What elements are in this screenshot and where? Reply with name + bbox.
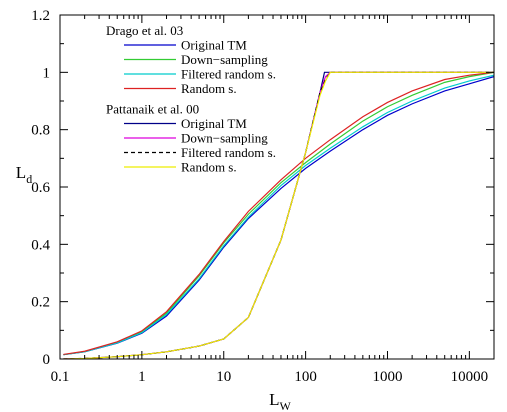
x-tick-label: 1000 (372, 369, 402, 385)
series-line-1 (63, 71, 494, 356)
x-tick-label: 1 (138, 369, 146, 385)
y-axis-label: Ld (16, 163, 32, 186)
y-tick-label: 0.8 (31, 123, 50, 139)
series-line-2 (63, 74, 494, 356)
legend-label: Down−sampling (181, 52, 268, 67)
x-tick-label: 100 (294, 369, 317, 385)
legend-label: Filtered random s. (181, 145, 276, 160)
legend-group-title: Pattanaik et al. 00 (106, 102, 199, 117)
y-tick-label: 0 (43, 352, 51, 368)
x-axis-label: LW (269, 390, 291, 412)
series-line-3 (63, 71, 494, 356)
series-clip-group (63, 71, 494, 359)
y-tick-label: 0.2 (31, 295, 50, 311)
legend-label: Random s. (181, 81, 237, 96)
x-axis-label-main: L (269, 390, 279, 409)
legend-group-title: Drago et al. 03 (106, 23, 183, 38)
ticks-layer: 0.1 1 10 100 1000 10000 0 0.2 0.4 0.6 0.8 1 1.2 (31, 8, 495, 385)
legend-label: Original TM (181, 116, 247, 131)
x-tick-label: 0.1 (51, 369, 70, 385)
y-tick-label: 1.2 (31, 8, 50, 24)
legend-label: Down−sampling (181, 131, 268, 146)
y-tick-label: 0.6 (31, 180, 50, 196)
y-axis-label-main: L (16, 163, 26, 182)
series-line-0 (63, 76, 494, 356)
y-tick-label: 1 (43, 65, 51, 81)
x-tick-label: 10000 (451, 369, 489, 385)
legend-label: Original TM (181, 38, 247, 53)
legend-label: Filtered random s. (181, 67, 276, 82)
series-line-7 (63, 71, 494, 359)
x-axis-label-subscript: W (280, 399, 292, 412)
x-tick-label: 10 (216, 369, 231, 385)
legend-label: Random s. (181, 160, 237, 175)
y-tick-label: 0.4 (31, 237, 50, 253)
y-axis-label-subscript: d (26, 172, 32, 186)
series-layer (63, 71, 494, 359)
